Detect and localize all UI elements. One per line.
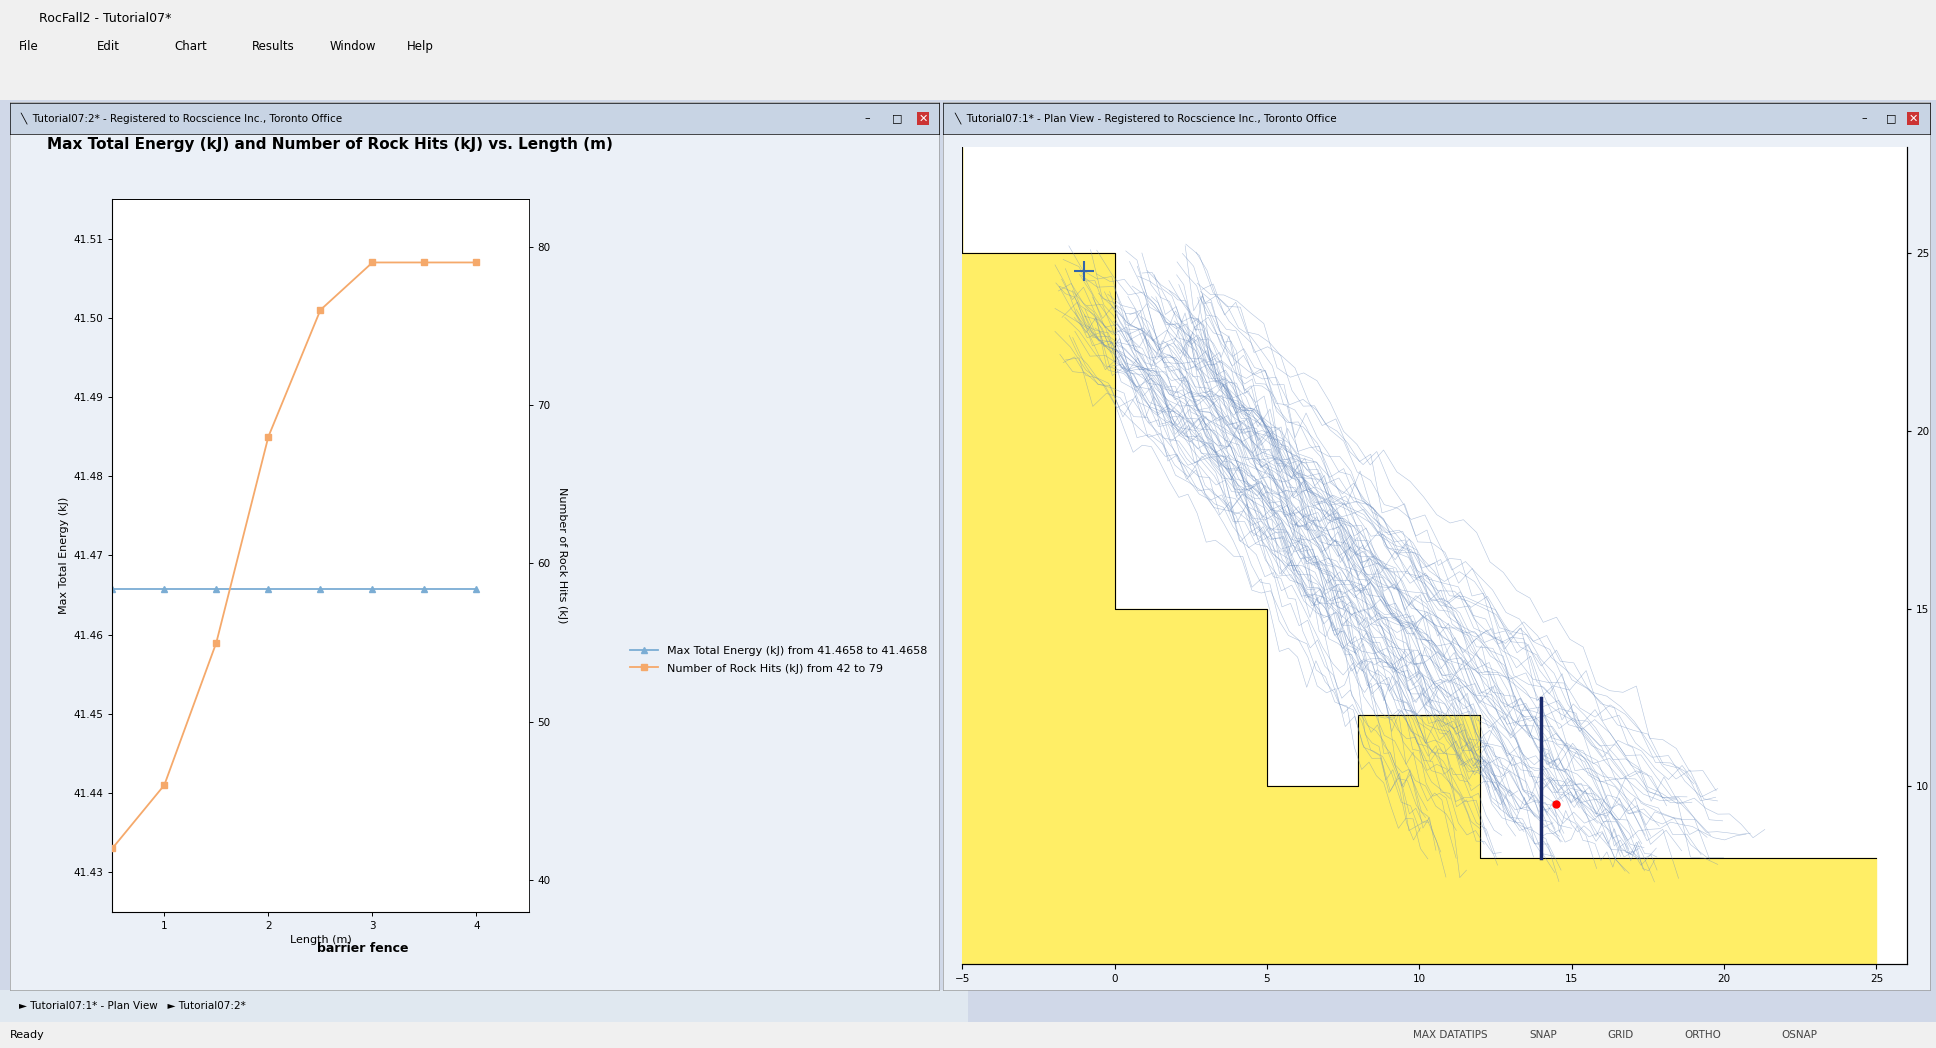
Text: ✕: ✕ bbox=[918, 113, 927, 124]
Text: □: □ bbox=[1886, 113, 1895, 124]
Text: Help: Help bbox=[407, 40, 434, 52]
Text: MAX DATATIPS: MAX DATATIPS bbox=[1413, 1030, 1489, 1040]
Text: □: □ bbox=[892, 113, 902, 124]
Text: GRID: GRID bbox=[1607, 1030, 1634, 1040]
Text: OSNAP: OSNAP bbox=[1781, 1030, 1818, 1040]
Text: ✕: ✕ bbox=[1909, 113, 1919, 124]
Y-axis label: Max Total Energy (kJ): Max Total Energy (kJ) bbox=[60, 497, 70, 614]
Text: Results: Results bbox=[252, 40, 294, 52]
Text: File: File bbox=[19, 40, 39, 52]
Text: Chart: Chart bbox=[174, 40, 207, 52]
Text: Edit: Edit bbox=[97, 40, 120, 52]
Y-axis label: Number of Rock Hits (kJ): Number of Rock Hits (kJ) bbox=[558, 487, 567, 624]
Text: Ready: Ready bbox=[10, 1030, 45, 1040]
Text: Max Total Energy (kJ) and Number of Rock Hits (kJ) vs. Length (m): Max Total Energy (kJ) and Number of Rock… bbox=[46, 137, 612, 152]
Text: RocFall2 - Tutorial07*: RocFall2 - Tutorial07* bbox=[39, 12, 170, 25]
Text: barrier fence: barrier fence bbox=[318, 942, 408, 955]
X-axis label: Length (m): Length (m) bbox=[290, 935, 350, 945]
Text: ╲  Tutorial07:2* - Registered to Rocscience Inc., Toronto Office: ╲ Tutorial07:2* - Registered to Rocscien… bbox=[21, 112, 343, 125]
Polygon shape bbox=[962, 147, 1876, 964]
Text: SNAP: SNAP bbox=[1529, 1030, 1557, 1040]
Text: ► Tutorial07:1* - Plan View   ► Tutorial07:2*: ► Tutorial07:1* - Plan View ► Tutorial07… bbox=[19, 1001, 246, 1011]
Text: ORTHO: ORTHO bbox=[1684, 1030, 1721, 1040]
Text: Window: Window bbox=[329, 40, 376, 52]
Legend: Max Total Energy (kJ) from 41.4658 to 41.4658, Number of Rock Hits (kJ) from 42 : Max Total Energy (kJ) from 41.4658 to 41… bbox=[625, 641, 931, 678]
Text: –: – bbox=[865, 113, 871, 124]
Text: –: – bbox=[1860, 113, 1866, 124]
Text: ╲  Tutorial07:1* - Plan View - Registered to Rocscience Inc., Toronto Office: ╲ Tutorial07:1* - Plan View - Registered… bbox=[954, 112, 1338, 125]
